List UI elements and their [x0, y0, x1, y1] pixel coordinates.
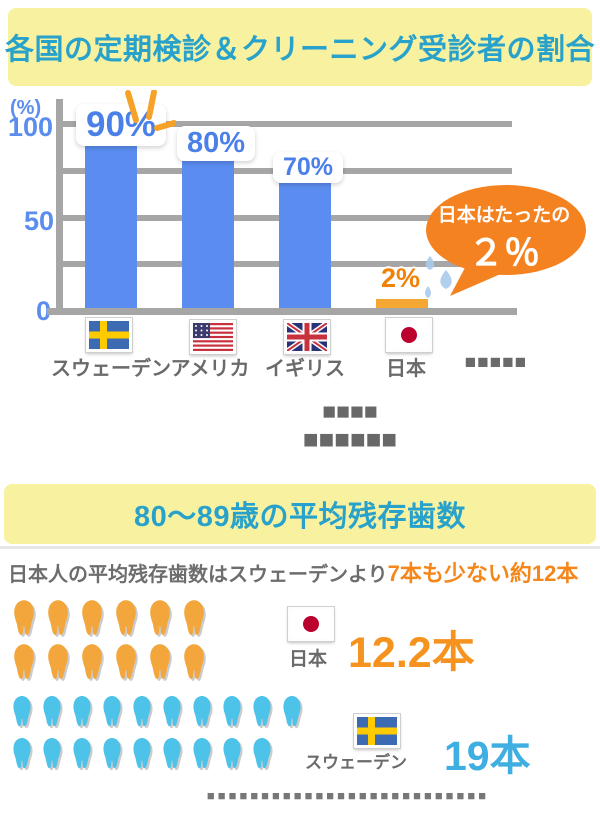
teeth-label-sweden: スウェーデン [305, 753, 407, 772]
y-axis-line [56, 99, 63, 315]
speech-bubble-shape [426, 185, 586, 296]
category-label-japan: 日本 [386, 358, 426, 380]
bar-value-uk: 70% [273, 152, 344, 183]
tooth-icon [133, 695, 151, 727]
bar-uk [279, 179, 331, 308]
flag-sweden-icon [86, 318, 132, 352]
bubble-text-line2: ２％ [467, 232, 540, 273]
teeth-value-japan: 12.2本 [348, 629, 475, 677]
tooth-icon [116, 600, 136, 635]
tooth-icon [14, 600, 34, 635]
tooth-icon [43, 695, 61, 727]
tooth-icon [184, 644, 204, 679]
tooth-icon [43, 737, 61, 769]
category-label-uk: イギリス [265, 358, 345, 380]
flag-sweden-icon [354, 714, 400, 748]
tooth-icon [150, 644, 170, 679]
sparkle-icon [125, 90, 176, 131]
lead-orange-text: 7本も少ない約12本 [387, 561, 579, 586]
speech-bubble: 日本はたったの ２％ [420, 184, 588, 308]
lead-sentence: 日本人の平均残存歯数はスウェーデンより7本も少ない約12本 [8, 556, 578, 588]
tooth-icon [103, 737, 121, 769]
tooth-icon [193, 695, 211, 727]
section2-title: 80〜89歳の平均残存歯数 [133, 501, 466, 533]
y-tick-50: 50 [24, 206, 55, 236]
y-tick-100: 100 [8, 112, 54, 142]
tooth-icon [82, 600, 102, 635]
section1-title: 各国の定期検診＆クリーニング受診者の割合 [5, 34, 596, 66]
tooth-icon [253, 695, 271, 727]
teeth-row-japan-bottom [8, 641, 210, 683]
section2-header: 80〜89歳の平均残存歯数 [4, 484, 596, 544]
tooth-icon [103, 695, 121, 727]
bar-group [0, 124, 600, 308]
tooth-icon [48, 600, 68, 635]
tooth-icon [184, 600, 204, 635]
tooth-icon [13, 737, 31, 769]
y-axis-unit-label: (%) [10, 97, 42, 119]
chart-caption-line2-illegible: ■■■■■■ [302, 424, 398, 454]
bar-value-sweden: 90% [76, 104, 167, 146]
tooth-icon [253, 737, 271, 769]
chart-caption-line1-illegible: ■■■■ [322, 398, 378, 424]
flag-usa-icon [190, 320, 236, 354]
teeth-row-sweden-bottom [8, 735, 276, 772]
y-tick-0: 0 [36, 296, 52, 326]
tooth-icon [82, 644, 102, 679]
extra-axis-label-illegible: ■■■■■ [464, 352, 528, 373]
gridline-100 [63, 121, 512, 127]
flag-uk-icon [284, 320, 330, 354]
teeth-label-japan: 日本 [288, 649, 327, 670]
flag-japan-icon [386, 318, 432, 352]
bubble-text-line1: 日本はたったの [437, 205, 571, 226]
tooth-icon [193, 737, 211, 769]
bar-value-usa: 80% [177, 126, 256, 161]
tooth-icon [133, 737, 151, 769]
flag-japan-icon [288, 607, 334, 641]
section1-header: 各国の定期検診＆クリーニング受診者の割合 [5, 8, 596, 86]
bar-usa [182, 160, 234, 308]
tooth-icon [73, 737, 91, 769]
teeth-row-sweden-top [8, 693, 306, 730]
divider-line [0, 546, 600, 549]
x-axis-line [47, 308, 517, 315]
tooth-icon [163, 737, 181, 769]
lead-gray-text: 日本人の平均残存歯数はスウェーデンより [8, 564, 388, 586]
tooth-icon [48, 644, 68, 679]
category-label-sweden: スウェーデン [51, 358, 171, 380]
tooth-icon [150, 600, 170, 635]
teeth-row-japan-top [8, 597, 210, 639]
sweat-drop-icon [425, 256, 452, 298]
tooth-icon [163, 695, 181, 727]
category-label-usa: アメリカ [170, 358, 250, 380]
tooth-icon [14, 644, 34, 679]
tooth-icon [223, 737, 241, 769]
tooth-icon [283, 695, 301, 727]
tooth-icon [73, 695, 91, 727]
footnote-illegible: ■■■■■■■■■■■■■■■■■■■■■■■■■■ [206, 788, 490, 803]
bar-sweden [85, 142, 137, 308]
tooth-icon [13, 695, 31, 727]
teeth-value-sweden: 19本 [444, 733, 531, 779]
tooth-icon [223, 695, 241, 727]
bar-japan [376, 299, 428, 308]
tooth-icon [116, 644, 136, 679]
bar-value-japan: 2% [381, 263, 421, 293]
